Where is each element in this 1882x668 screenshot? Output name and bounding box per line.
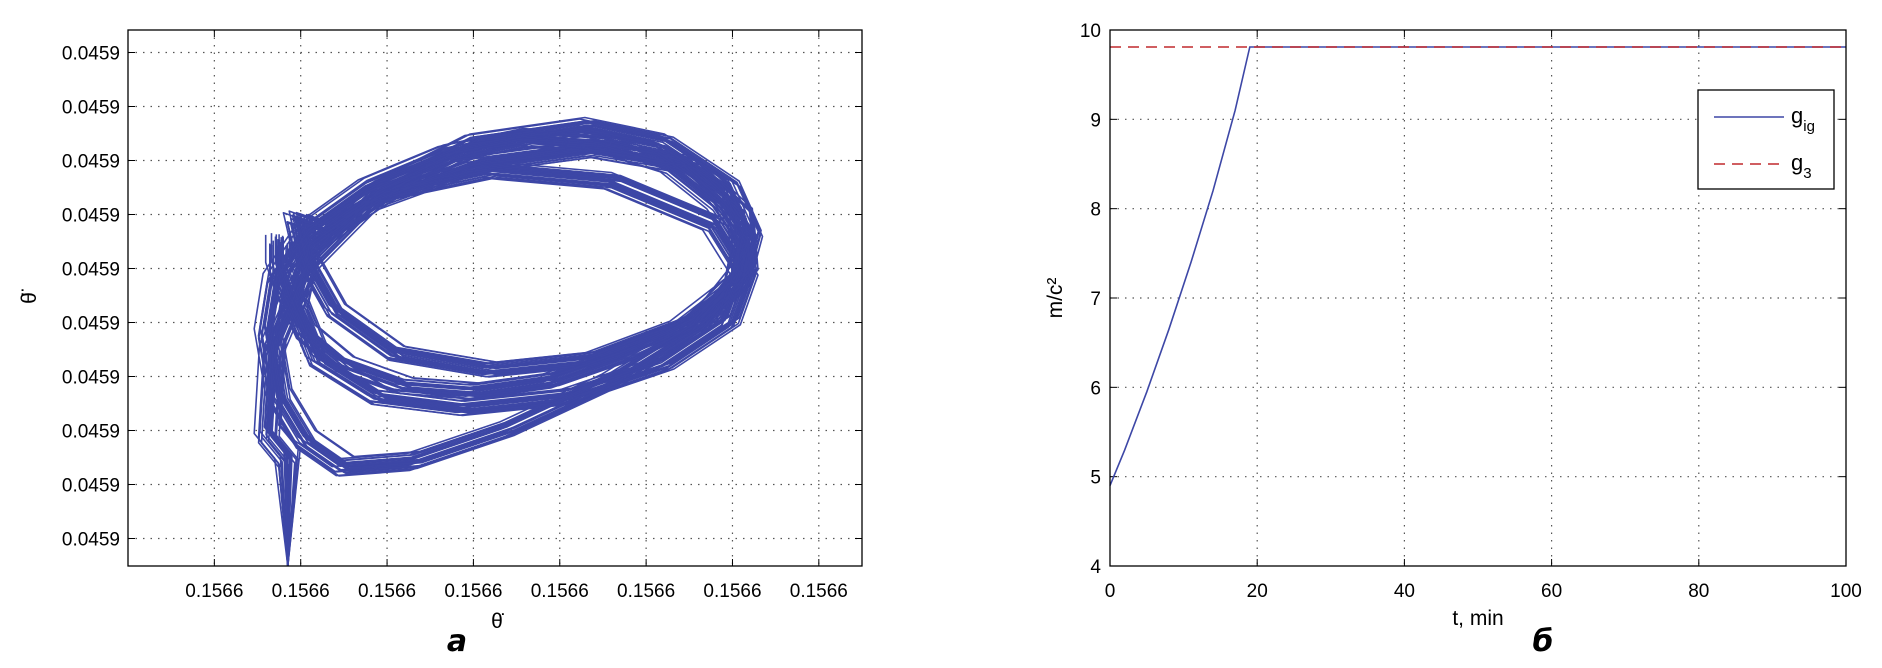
phase-portrait-series [253,116,764,567]
phase-portrait-x-label: θ̇ [491,610,504,633]
x-tick-label: 0.1566 [272,581,330,602]
phase-portrait-grid [128,30,862,566]
x-tick-label: 0.1566 [358,581,416,602]
legend-box [1697,89,1835,190]
legend-label-subscript: 3 [1803,165,1811,182]
y-tick-label: 10 [1080,21,1101,42]
y-tick-label: 5 [1090,468,1101,489]
phase-portrait-ticks: 0.1566 0.1566 0.1566 0.1566 0.1566 0.1566 0.15… [62,30,862,602]
legend-entry-g-3: g3 [1714,150,1812,182]
legend-label-base: g [1791,103,1803,128]
panel-label-a: а [447,624,467,659]
y-tick-label: 0.0459 [62,98,120,119]
gravity-time-x-label: t, min [1452,607,1503,630]
legend-entry-g-ig: gig [1714,103,1815,135]
gravity-time-frame [1109,29,1847,567]
phase-portrait-frame [127,29,863,567]
gravity-time-grid [1110,30,1846,566]
y-tick-label: 0.0459 [62,206,120,227]
x-tick-label: 80 [1688,581,1709,602]
y-tick-label: 0.0459 [62,314,120,335]
y-tick-label: 0.0459 [62,530,120,551]
phase-portrait-chart: 0.1566 0.1566 0.1566 0.1566 0.1566 0.1566 0.15… [18,29,863,659]
legend-label-subscript: ig [1803,118,1815,135]
trajectory-line [267,125,764,567]
x-tick-label: 20 [1247,581,1268,602]
y-tick-label: 0.0459 [62,422,120,443]
y-tick-label: 7 [1090,289,1101,310]
y-tick-label: 0.0459 [62,152,120,173]
x-tick-label: 60 [1541,581,1562,602]
y-tick-label: 0.0459 [62,476,120,497]
y-tick-label: 9 [1090,110,1101,131]
trajectory-line [274,132,756,567]
series-g-ig-line [1109,46,1846,486]
y-tick-label: 0.0459 [62,44,120,65]
y-tick-label: 4 [1090,557,1101,578]
x-tick-label: 0 [1105,581,1116,602]
x-tick-label: 0.1566 [617,581,675,602]
legend-label-base: g [1791,150,1803,175]
y-tick-label: 8 [1090,200,1101,221]
x-tick-label: 0.1566 [444,581,502,602]
gravity-time-series [1109,46,1846,486]
x-tick-label: 40 [1394,581,1415,602]
gravity-time-ticks: 0 20 40 60 80 100 4 5 6 7 8 9 10 [1080,21,1862,602]
x-tick-label: 0.1566 [790,581,848,602]
x-tick-label: 100 [1830,581,1862,602]
gravity-time-y-label: m/c² [1044,278,1067,319]
y-tick-label: 0.0459 [62,260,120,281]
panel-label-b: б [1533,624,1554,659]
x-tick-label: 0.1566 [185,581,243,602]
y-tick-label: 0.0459 [62,368,120,389]
x-tick-label: 0.1566 [531,581,589,602]
x-tick-label: 0.1566 [703,581,761,602]
trajectory-line [267,127,745,567]
legend-label: g3 [1791,150,1812,182]
legend-label: gig [1791,103,1815,135]
y-tick-label: 6 [1090,378,1101,399]
phase-portrait-y-label: θ̈ [18,289,41,304]
